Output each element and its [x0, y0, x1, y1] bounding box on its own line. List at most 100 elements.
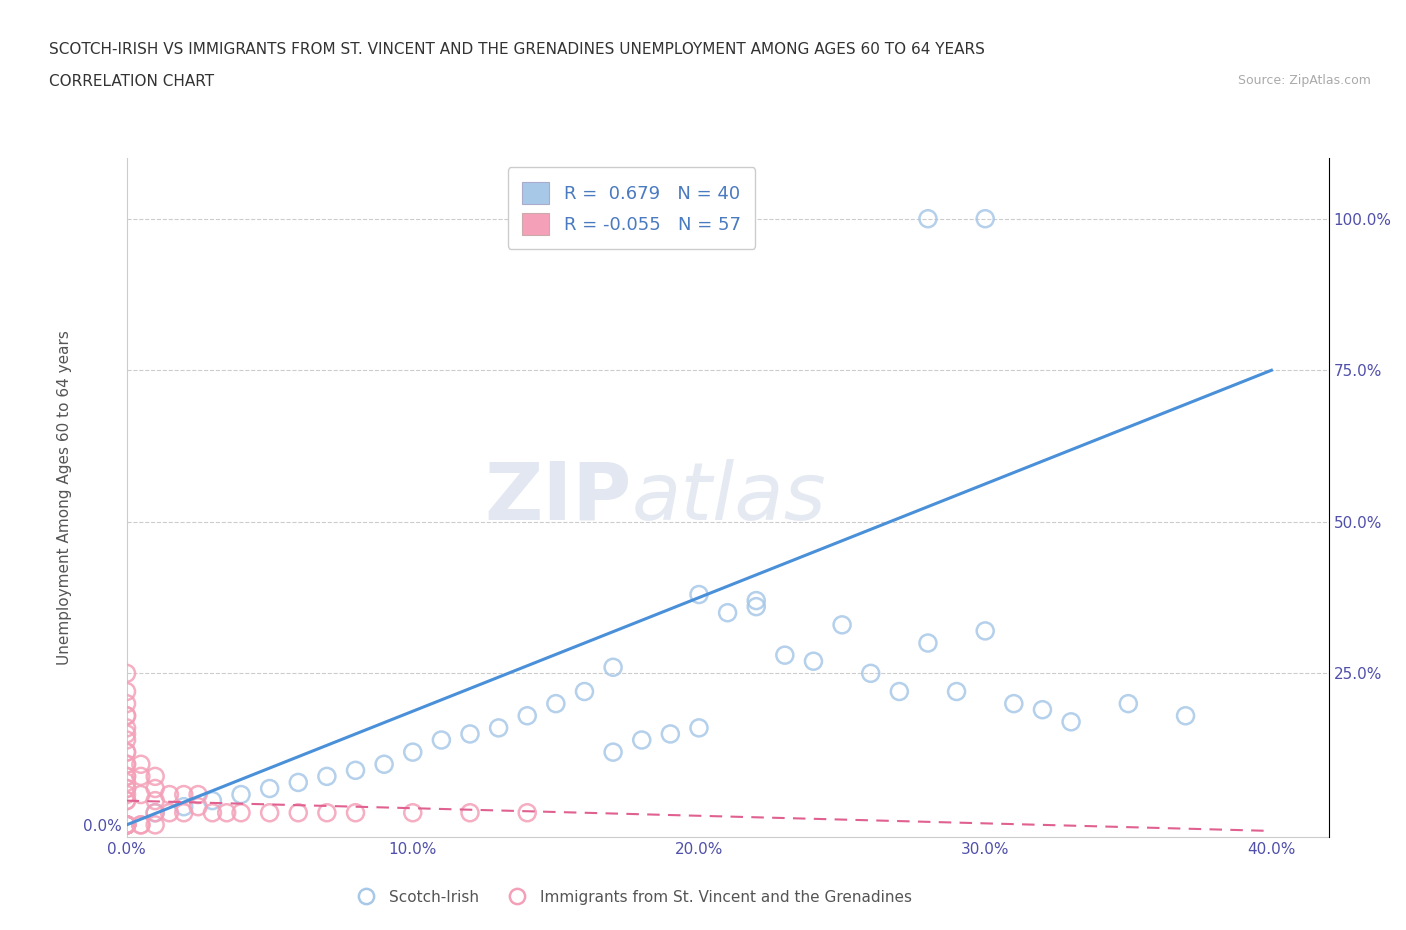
Point [917, 635, 939, 650]
Point [115, 817, 138, 832]
Point [115, 817, 138, 832]
Point [143, 793, 166, 808]
Point [373, 757, 395, 772]
Point [1002, 697, 1025, 711]
Point [516, 709, 538, 724]
Point [115, 757, 138, 772]
Legend: Scotch-Irish, Immigrants from St. Vincent and the Grenadines: Scotch-Irish, Immigrants from St. Vincen… [344, 884, 918, 910]
Point [201, 805, 224, 820]
Point [115, 726, 138, 741]
Point [115, 787, 138, 802]
Point [1060, 714, 1083, 729]
Point [1116, 697, 1139, 711]
Point [315, 769, 337, 784]
Point [688, 587, 710, 602]
Point [201, 793, 224, 808]
Point [143, 805, 166, 820]
Point [129, 817, 152, 832]
Point [115, 817, 138, 832]
Point [974, 211, 997, 226]
Text: SCOTCH-IRISH VS IMMIGRANTS FROM ST. VINCENT AND THE GRENADINES UNEMPLOYMENT AMON: SCOTCH-IRISH VS IMMIGRANTS FROM ST. VINC… [49, 42, 986, 57]
Point [115, 666, 138, 681]
Point [143, 781, 166, 796]
Point [115, 817, 138, 832]
Point [630, 733, 652, 748]
Point [115, 817, 138, 832]
Point [602, 660, 624, 675]
Text: Source: ZipAtlas.com: Source: ZipAtlas.com [1237, 74, 1371, 87]
Point [458, 726, 481, 741]
Point [544, 697, 567, 711]
Point [1174, 709, 1197, 724]
Point [259, 805, 281, 820]
Point [115, 793, 138, 808]
Point [115, 684, 138, 699]
Point [488, 721, 510, 736]
Point [159, 805, 181, 820]
Point [115, 733, 138, 748]
Point [173, 787, 195, 802]
Point [129, 817, 152, 832]
Point [187, 799, 209, 814]
Point [745, 599, 768, 614]
Point [745, 593, 768, 608]
Point [115, 709, 138, 724]
Point [115, 793, 138, 808]
Point [115, 709, 138, 724]
Point [917, 211, 939, 226]
Point [115, 775, 138, 790]
Point [602, 745, 624, 760]
Text: ZIP: ZIP [484, 458, 631, 537]
Point [1031, 702, 1053, 717]
Point [229, 805, 252, 820]
Point [115, 757, 138, 772]
Point [215, 805, 238, 820]
Point [803, 654, 825, 669]
Point [143, 805, 166, 820]
Point [159, 787, 181, 802]
Point [402, 805, 425, 820]
Text: atlas: atlas [631, 458, 827, 537]
Point [173, 799, 195, 814]
Point [115, 781, 138, 796]
Point [115, 817, 138, 832]
Point [115, 817, 138, 832]
Point [688, 721, 710, 736]
Point [129, 757, 152, 772]
Point [889, 684, 911, 699]
Point [143, 817, 166, 832]
Point [187, 787, 209, 802]
Point [945, 684, 967, 699]
Point [129, 787, 152, 802]
Point [831, 618, 853, 632]
Point [458, 805, 481, 820]
Point [259, 781, 281, 796]
Point [115, 745, 138, 760]
Point [974, 623, 997, 638]
Point [287, 805, 309, 820]
Point [773, 647, 796, 662]
Point [287, 775, 309, 790]
Point [716, 605, 740, 620]
Point [173, 805, 195, 820]
Point [115, 817, 138, 832]
Point [574, 684, 596, 699]
Point [430, 733, 453, 748]
Point [115, 817, 138, 832]
Text: CORRELATION CHART: CORRELATION CHART [49, 74, 214, 89]
Point [115, 817, 138, 832]
Point [344, 805, 367, 820]
Point [143, 769, 166, 784]
Point [315, 805, 337, 820]
Point [115, 781, 138, 796]
Point [229, 787, 252, 802]
Point [115, 817, 138, 832]
Point [659, 726, 682, 741]
Point [115, 769, 138, 784]
Point [402, 745, 425, 760]
Point [344, 763, 367, 777]
Y-axis label: Unemployment Among Ages 60 to 64 years: Unemployment Among Ages 60 to 64 years [56, 330, 72, 665]
Point [129, 769, 152, 784]
Point [115, 697, 138, 711]
Point [115, 769, 138, 784]
